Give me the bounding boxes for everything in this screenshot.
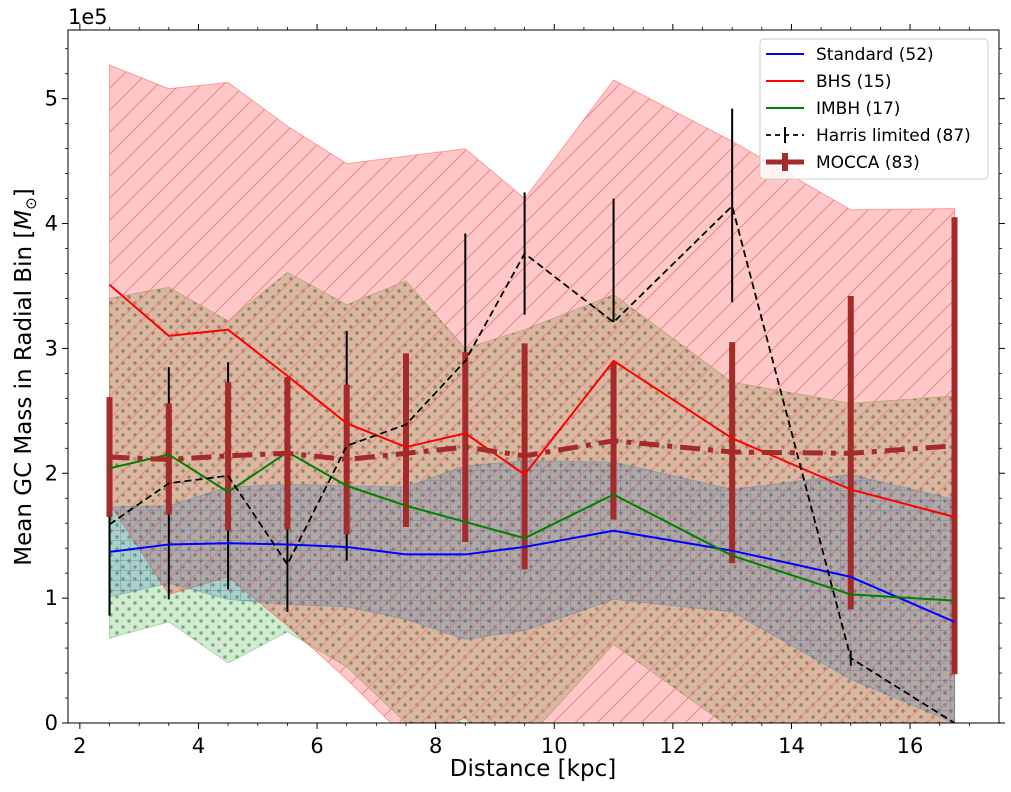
x-tick-label: 8 [429, 734, 442, 758]
y-axis-label-sub: ⊙ [22, 197, 40, 210]
standard-band-hatch [109, 460, 955, 723]
plot-frame [67, 29, 1000, 724]
standard-line [109, 529, 955, 623]
y-axis-label-end: ] [11, 188, 37, 197]
x-tick-label: 6 [310, 734, 323, 758]
series-lines [108, 205, 956, 723]
x-tick-label: 14 [778, 734, 805, 758]
harris-limited-legend-label: Harris limited (87) [816, 126, 971, 146]
y-tick-label: 1 [45, 586, 58, 610]
bhs-line [108, 283, 955, 518]
imbh-legend-label: IMBH (17) [816, 99, 900, 119]
x-tick-label: 16 [897, 734, 924, 758]
y-axis-label-text: Mean GC Mass in Radial Bin [ [11, 230, 37, 566]
x-tick-label: 2 [73, 734, 86, 758]
harris-limited-line [108, 205, 956, 723]
mocca-legend-label: MOCCA (83) [816, 153, 920, 173]
bhs-legend-label: BHS (15) [816, 72, 892, 92]
y-offset-label: 1e5 [68, 5, 108, 29]
y-tick-label: 2 [45, 461, 58, 485]
y-tick-label: 5 [45, 87, 58, 111]
legend-box [759, 38, 989, 180]
imbh-line [109, 451, 955, 602]
y-axis-label: Mean GC Mass in Radial Bin [M⊙] [11, 188, 40, 565]
legend: Standard (52) BHS (15) IMBH (17) Harris lim… [759, 38, 989, 180]
y-axis-ticks: 0 1 2 3 4 5 [45, 48, 1005, 735]
y-axis-label-math: M [11, 210, 37, 230]
x-tick-label: 4 [192, 734, 205, 758]
x-axis-label: Distance [kpc] [450, 756, 616, 782]
x-axis-ticks: 2 4 6 8 10 12 14 16 [73, 24, 970, 758]
standard-legend-label: Standard (52) [816, 45, 934, 65]
y-tick-label: 4 [45, 212, 58, 236]
y-tick-label: 0 [45, 711, 58, 735]
mocca-line [109, 438, 955, 463]
x-tick-label: 12 [659, 734, 686, 758]
x-tick-label: 10 [541, 734, 568, 758]
y-tick-label: 3 [45, 336, 58, 360]
